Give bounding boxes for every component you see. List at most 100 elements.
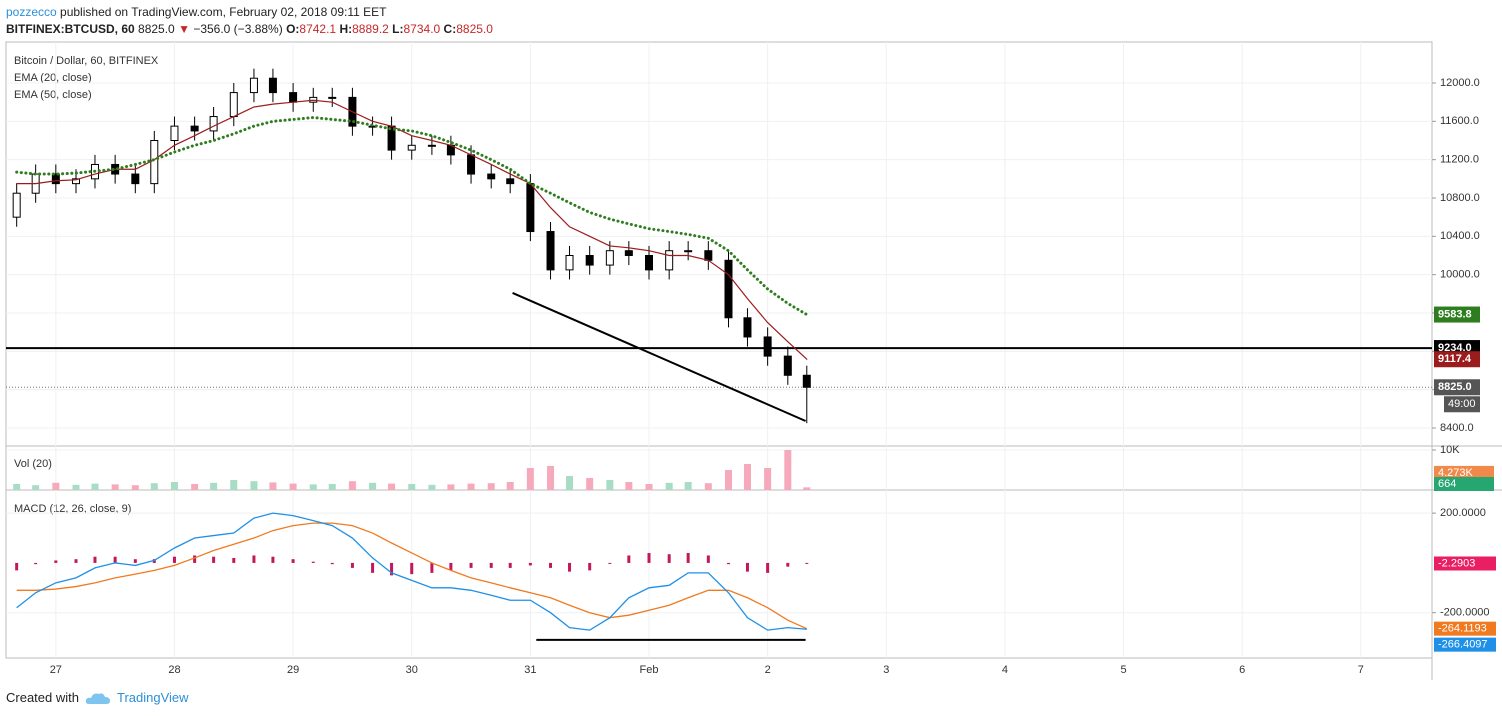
macd-line [16, 512, 807, 631]
x-tick-label: 27 [50, 664, 62, 676]
volume-bar [111, 484, 119, 490]
volume-bar [269, 482, 277, 490]
price-label: 9234.0 [1438, 342, 1472, 354]
y-tick-label: 11600.0 [1440, 115, 1479, 127]
y-tick-label: 10K [1440, 444, 1460, 456]
volume-bar [625, 482, 633, 490]
macd-histogram [74, 559, 78, 563]
author[interactable]: pozzecco [6, 5, 57, 19]
change: −356.0 (−3.88%) [193, 22, 283, 36]
volume-bar [72, 484, 80, 490]
header: pozzecco published on TradingView.com, F… [6, 4, 493, 38]
macd-histogram [93, 556, 97, 563]
volume-bar [547, 466, 555, 490]
volume-bar [131, 485, 139, 490]
volume-bar [289, 483, 297, 490]
candle-body [802, 374, 811, 388]
x-tick-label: 7 [1358, 664, 1364, 676]
macd-histogram [647, 552, 651, 563]
price-label-bg [1434, 351, 1480, 368]
candle-body [328, 96, 337, 99]
candle-body [526, 183, 535, 233]
x-tick-label: 6 [1239, 664, 1245, 676]
macd-histogram [172, 556, 176, 563]
macd-histogram [449, 562, 453, 571]
volume-bar [369, 482, 377, 490]
candle-body [289, 92, 298, 103]
macd-histogram [232, 557, 236, 563]
candle-body [763, 336, 772, 357]
macd-histogram [330, 562, 334, 565]
macd-histogram [371, 562, 375, 573]
macd-histogram [686, 552, 690, 563]
macd-histogram [805, 562, 809, 564]
brand[interactable]: TradingView [116, 690, 189, 705]
candle-body [249, 77, 258, 94]
macd-histogram [667, 554, 671, 563]
price-label-bg [1434, 379, 1480, 396]
price-label: 8825.0 [1438, 381, 1472, 393]
volume-bar [506, 482, 514, 490]
countdown: 49:00 [1448, 398, 1476, 410]
macd-histogram [212, 556, 216, 563]
legend-entry: EMA (20, close) [14, 72, 92, 84]
volume-bar [150, 483, 158, 490]
macd-histogram [271, 556, 275, 563]
macd-label-bg [1434, 637, 1496, 652]
macd-line [16, 522, 808, 630]
volume-bar [665, 482, 673, 490]
high: 8889.2 [352, 22, 389, 36]
volume-bar [309, 484, 317, 490]
x-tick-label: 3 [883, 664, 889, 676]
macd-histogram [113, 556, 117, 563]
candle-body [209, 116, 218, 132]
macd-histogram [608, 562, 612, 564]
macd-histogram [291, 559, 295, 563]
countdown-bg [1444, 396, 1480, 413]
volume-bar [704, 483, 712, 490]
macd-label-bg [1434, 621, 1496, 636]
published: published on TradingView.com, February 0… [56, 5, 387, 19]
footer: Created with TradingView [6, 690, 189, 705]
macd-histogram [627, 555, 631, 563]
y-tick-label: 11200.0 [1440, 154, 1479, 166]
volume-bar [191, 484, 199, 490]
price-label-bg [1434, 306, 1480, 323]
open: 8742.1 [299, 22, 337, 36]
volume-bar [408, 484, 416, 490]
candle-body [783, 355, 792, 376]
candle-body [565, 254, 574, 271]
macd-histogram [410, 562, 414, 575]
frame [5, 41, 1433, 659]
candle-body [546, 231, 555, 271]
y-tick-label: 10400.0 [1440, 230, 1480, 242]
macd-histogram [766, 562, 770, 573]
volume-label-bg [1434, 477, 1494, 491]
volume-label: 4.273K [1438, 467, 1474, 479]
y-tick-label: 12000.0 [1440, 77, 1480, 89]
volume-bar [784, 450, 792, 490]
close: 8825.0 [456, 22, 493, 36]
macd-label: -2.2903 [1438, 557, 1475, 569]
x-tick-label: Feb [640, 664, 659, 676]
volume-bar [91, 483, 99, 490]
candle-body [506, 178, 515, 185]
macd-histogram [469, 562, 473, 568]
macd-histogram [15, 562, 19, 571]
y-tick-label: 8400.0 [1440, 422, 1474, 434]
candle-body [605, 250, 614, 266]
candle-body [51, 173, 60, 185]
symbol: BITFINEX:BTCUSD, 60 [6, 22, 135, 36]
macd-title: MACD (12, 26, close, 9) [14, 503, 131, 515]
volume-bar [170, 482, 178, 490]
macd-label: -266.4097 [1438, 639, 1488, 651]
volume-bar [586, 478, 594, 490]
macd-label-bg [1434, 556, 1496, 571]
volume-bar [32, 485, 40, 490]
volume-bar [328, 484, 336, 490]
volume-bar [210, 482, 218, 490]
candle-body [12, 192, 21, 218]
macd-histogram [726, 562, 730, 565]
candle-body [407, 144, 416, 151]
